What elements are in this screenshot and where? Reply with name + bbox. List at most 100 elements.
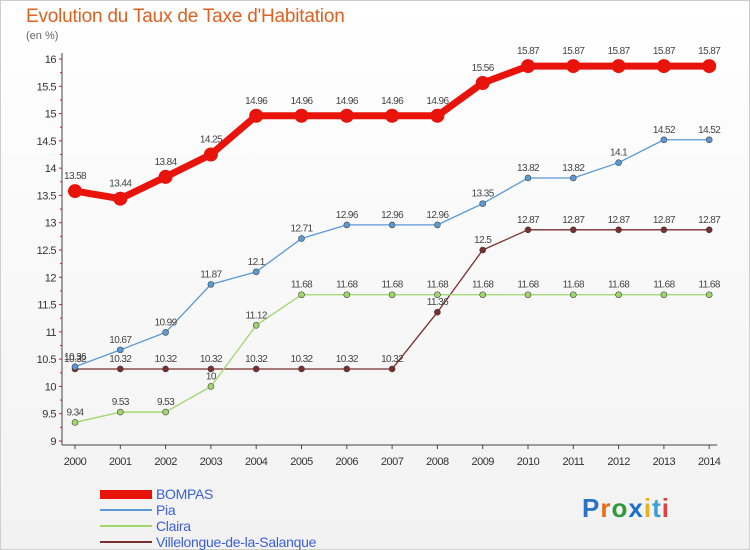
data-label-pia: 12.96 (381, 210, 404, 221)
logo-letter: x (628, 493, 644, 523)
data-label-pia: 12.71 (290, 224, 313, 235)
x-tick-label: 2013 (653, 456, 676, 468)
x-tick-label: 2010 (517, 456, 540, 468)
data-label-pia: 14.52 (653, 125, 676, 136)
chart-data-labels: 13.58 13.44 13.84 14.25 14.96 14.96 14.96 14.96… (64, 46, 722, 418)
chart-axes: 9 9.5 10 10.5 11 11.5 12 12.5 13 13.5 14 14.5 15 15.5… (37, 53, 721, 468)
data-label-pia: 13.82 (562, 163, 585, 174)
data-point-bompas (611, 59, 626, 74)
chart-points (68, 59, 717, 426)
x-tick-label: 2014 (698, 456, 721, 468)
data-label-pia: 12.96 (426, 210, 449, 221)
data-label-claira: 11.68 (381, 280, 403, 291)
data-point-villelongue-de-la-salanque (660, 226, 668, 234)
logo-letter: i (661, 493, 670, 523)
data-point-pia (343, 221, 351, 229)
data-point-claira (298, 291, 305, 299)
data-label-bompas: 15.87 (698, 46, 721, 57)
legend-swatch-villelongue (100, 541, 152, 543)
data-point-pia (524, 174, 532, 182)
data-label-villelongue-de-la-salanque: 10.32 (245, 354, 268, 365)
data-point-pia (298, 235, 305, 242)
y-tick-label: 13.5 (37, 190, 57, 202)
data-point-bompas (294, 108, 309, 123)
data-label-claira: 11.68 (472, 280, 494, 291)
data-label-bompas: 15.87 (653, 46, 676, 57)
data-point-villelongue-de-la-salanque (569, 226, 577, 234)
data-point-pia (117, 346, 124, 354)
data-point-pia (252, 268, 260, 276)
data-point-villelongue-de-la-salanque (479, 246, 487, 254)
data-label-pia: 13.35 (472, 189, 495, 200)
y-tick-label: 12.5 (37, 245, 57, 257)
legend-item-claira: Claira (100, 518, 400, 534)
data-label-villelongue-de-la-salanque: 10.32 (155, 354, 178, 365)
data-label-villelongue-de-la-salanque: 10.32 (336, 354, 359, 365)
y-tick-label: 13 (45, 218, 57, 230)
chart-subtitle: (en %) (26, 30, 59, 42)
y-tick-label: 11.5 (37, 300, 56, 312)
data-point-claira (343, 291, 351, 299)
data-label-villelongue-de-la-salanque: 12.87 (608, 215, 631, 226)
data-label-claira: 11.68 (653, 280, 675, 291)
data-point-villelongue-de-la-salanque (207, 365, 215, 373)
data-point-bompas (158, 169, 173, 184)
data-point-bompas (702, 59, 717, 74)
logo-letter: i (643, 493, 653, 523)
data-label-bompas: 14.96 (290, 96, 313, 107)
data-point-villelongue-de-la-salanque (162, 365, 169, 373)
data-label-bompas: 13.84 (155, 157, 178, 168)
data-label-claira: 11.68 (427, 280, 449, 291)
y-tick-label: 16 (45, 54, 57, 66)
data-point-bompas (385, 108, 400, 123)
y-tick-label: 9.5 (42, 409, 56, 421)
data-point-pia (479, 200, 487, 207)
data-point-claira (660, 291, 668, 299)
data-label-villelongue-de-la-salanque: 10.32 (290, 354, 313, 365)
data-label-villelongue-de-la-salanque: 12.87 (698, 215, 721, 226)
y-tick-label: 10 (45, 381, 57, 393)
legend-label-villelongue: Villelongue-de-la-Salanque (156, 534, 317, 550)
data-label-pia: 14.52 (698, 125, 721, 136)
data-label-bompas: 13.58 (64, 171, 87, 182)
logo-letter: t (652, 493, 662, 523)
data-label-villelongue-de-la-salanque: 12.5 (474, 235, 492, 246)
data-point-bompas (203, 147, 218, 162)
data-label-villelongue-de-la-salanque: 12.87 (653, 215, 676, 226)
data-point-bompas (656, 59, 671, 74)
data-point-claira (479, 291, 487, 299)
logo-letter: P (582, 493, 601, 523)
x-tick-label: 2007 (381, 456, 404, 468)
data-point-pia (434, 221, 441, 229)
data-label-claira: 11.12 (246, 310, 268, 321)
data-point-claira (388, 291, 396, 299)
data-label-villelongue-de-la-salanque: 10.32 (200, 354, 223, 365)
data-label-villelongue-de-la-salanque: 10.32 (381, 354, 404, 365)
data-point-bompas (475, 76, 490, 91)
data-point-claira (207, 383, 215, 390)
data-point-bompas (68, 184, 82, 199)
data-label-bompas: 14.96 (381, 96, 404, 107)
data-label-claira: 11.68 (699, 280, 721, 291)
data-label-villelongue-de-la-salanque: 11.36 (427, 297, 449, 308)
data-point-claira (524, 291, 532, 299)
data-point-claira (615, 291, 622, 299)
x-tick-label: 2001 (109, 456, 132, 468)
data-label-claira: 9.53 (112, 397, 130, 408)
x-tick-label: 2008 (426, 456, 449, 468)
data-point-claira (117, 408, 124, 416)
data-label-claira: 11.68 (608, 280, 630, 291)
legend-item-bompas: BOMPAS (100, 486, 400, 502)
data-label-villelongue-de-la-salanque: 10.32 (64, 354, 87, 365)
data-label-bompas: 14.25 (200, 135, 223, 146)
x-tick-label: 2003 (200, 456, 223, 468)
data-label-bompas: 15.87 (608, 46, 631, 57)
data-point-claira (71, 419, 79, 426)
data-point-pia (162, 329, 169, 336)
data-point-villelongue-de-la-salanque (615, 226, 622, 234)
x-tick-label: 2011 (562, 456, 584, 468)
data-label-pia: 10.36 (64, 352, 87, 363)
data-label-bompas: 13.44 (109, 179, 132, 190)
data-label-pia: 10.67 (109, 335, 132, 346)
data-label-bompas: 15.87 (562, 46, 585, 57)
